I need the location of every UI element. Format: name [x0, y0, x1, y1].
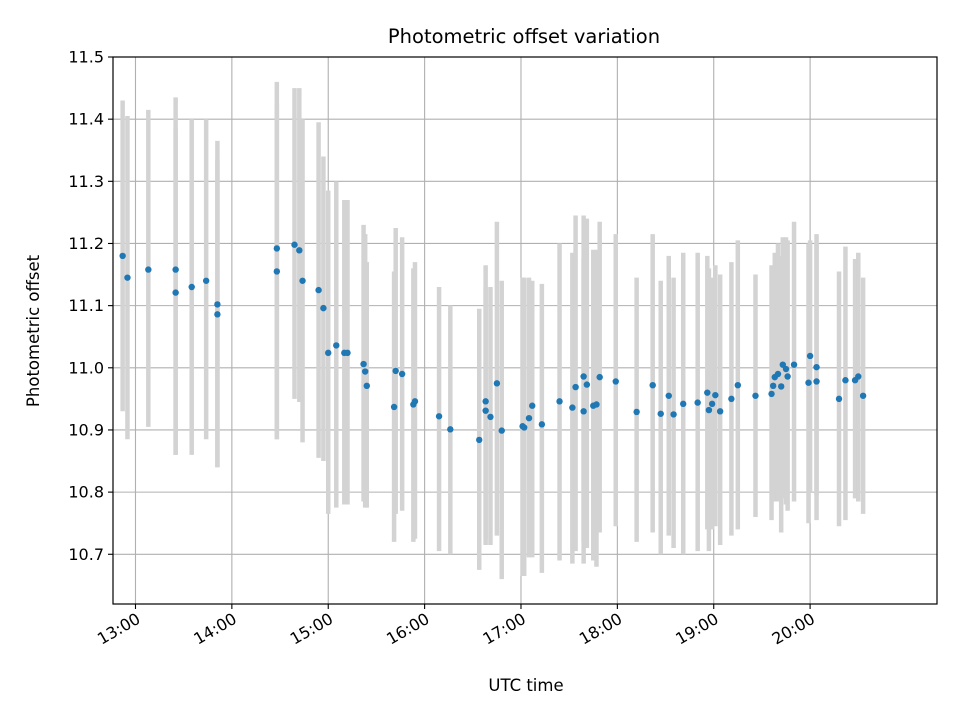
data-point: [777, 383, 785, 390]
data-point: [482, 398, 489, 405]
data-point: [813, 378, 820, 385]
data-point: [784, 373, 791, 380]
data-point: [612, 378, 619, 385]
x-axis-label: UTC time: [488, 676, 563, 695]
data-point: [633, 408, 640, 416]
data-point: [813, 363, 820, 371]
data-point: [390, 403, 398, 411]
data-point: [291, 241, 298, 248]
data-point: [716, 408, 724, 415]
data-point: [411, 398, 419, 405]
data-point: [670, 411, 677, 418]
data-point: [712, 391, 719, 399]
data-point: [273, 268, 281, 275]
data-point: [299, 277, 306, 284]
data-point: [842, 377, 849, 384]
data-point: [835, 395, 843, 403]
data-point: [214, 301, 221, 308]
y-tick-label: 11.1: [68, 296, 104, 315]
data-point: [806, 352, 814, 360]
y-tick-label: 11.5: [68, 48, 104, 67]
data-point: [769, 382, 777, 390]
data-point: [202, 277, 210, 284]
data-point: [855, 373, 862, 380]
data-point: [447, 426, 454, 433]
data-point: [556, 398, 563, 405]
data-point: [752, 392, 759, 399]
data-point: [315, 286, 322, 294]
data-point: [525, 414, 533, 422]
data-point: [538, 421, 546, 428]
data-point: [782, 365, 790, 373]
data-point: [580, 408, 587, 415]
plot-area-frame: [112, 56, 938, 605]
data-point: [572, 383, 579, 391]
data-point: [734, 382, 742, 389]
y-tick-label: 10.8: [68, 483, 104, 502]
data-point: [172, 266, 179, 273]
data-point: [482, 407, 489, 414]
y-tick-label: 11.4: [68, 110, 104, 129]
data-point: [145, 266, 152, 273]
data-point: [790, 361, 798, 368]
y-tick-label: 10.7: [68, 545, 104, 564]
data-point: [498, 427, 505, 434]
data-point: [680, 400, 687, 408]
data-point: [728, 395, 735, 403]
data-point: [708, 400, 716, 408]
data-point: [398, 370, 406, 378]
data-point: [344, 349, 351, 357]
data-point: [296, 247, 303, 254]
data-points: [119, 241, 867, 444]
data-point: [487, 413, 494, 421]
data-point: [704, 389, 711, 396]
data-point: [593, 401, 600, 408]
y-tick-label: 11.3: [68, 172, 104, 191]
data-point: [694, 399, 701, 406]
chart-title: Photometric offset variation: [388, 25, 660, 48]
data-point: [657, 410, 664, 417]
data-point: [705, 406, 713, 414]
y-tick-label: 11.0: [68, 358, 104, 377]
data-point: [569, 404, 576, 411]
y-axis-label: Photometric offset: [24, 254, 43, 407]
data-point: [476, 436, 483, 444]
data-point: [360, 360, 367, 368]
data-point: [214, 311, 221, 318]
data-point: [859, 392, 867, 399]
data-point: [774, 370, 782, 378]
data-point: [665, 392, 672, 399]
data-point: [325, 349, 332, 357]
data-point: [333, 342, 340, 349]
data-point: [520, 424, 528, 431]
data-point: [529, 402, 536, 409]
data-point: [435, 413, 443, 420]
data-point: [493, 380, 501, 387]
data-point: [805, 379, 812, 386]
data-point: [392, 367, 399, 375]
data-point: [580, 373, 587, 380]
data-point: [596, 373, 603, 381]
data-point: [320, 304, 327, 312]
data-point: [172, 289, 179, 296]
data-point: [119, 252, 126, 260]
data-point: [363, 382, 370, 390]
data-point: [124, 274, 131, 281]
data-point: [583, 381, 591, 388]
y-tick-label: 11.2: [68, 234, 104, 253]
data-point: [649, 382, 656, 389]
data-point: [768, 390, 775, 398]
data-point: [273, 245, 281, 252]
data-point: [188, 283, 195, 291]
data-point: [361, 368, 369, 375]
y-tick-label: 10.9: [68, 420, 104, 439]
